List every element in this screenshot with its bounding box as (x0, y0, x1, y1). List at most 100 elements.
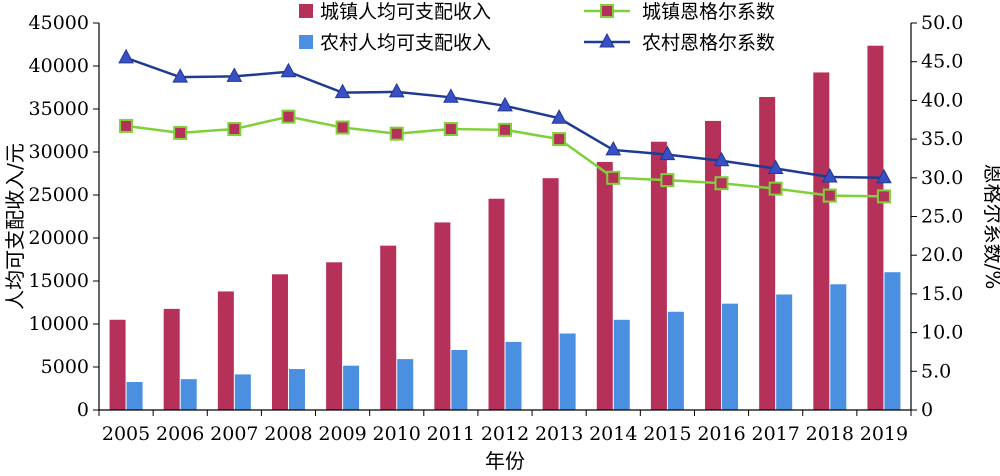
bar-rural-income-2008 (288, 369, 305, 410)
right-tick-label-50.0: 50.0 (921, 12, 963, 34)
rural-engel-point-2017 (767, 159, 784, 175)
urban-engel-point-2007 (227, 122, 242, 137)
bars-layer (109, 45, 901, 411)
x-tick-label-2015: 2015 (643, 423, 691, 445)
x-tick-label-2006: 2006 (156, 423, 204, 445)
bar-urban-income-2019 (867, 45, 884, 411)
bar-urban-income-2013 (542, 178, 559, 410)
urban-engel-point-2006 (173, 125, 188, 140)
x-tick-label-2008: 2008 (264, 423, 312, 445)
left-tick-label-40000: 40000 (29, 55, 89, 77)
rural-engel-point-2006 (172, 68, 189, 83)
bar-rural-income-2007 (234, 374, 251, 410)
bar-rural-income-2009 (343, 365, 360, 410)
axes-layer: 0 5000 10000 15000 20000 25000 30000 35000 40000… (29, 12, 964, 445)
bar-rural-income-2017 (776, 294, 793, 410)
urban-engel-point-2010 (389, 126, 404, 141)
legend-swatch-rural-income (299, 35, 313, 49)
rural-engel-point-2005 (118, 48, 134, 64)
left-tick-label-0: 0 (77, 399, 89, 421)
bar-rural-income-2005 (126, 382, 143, 410)
urban-engel-point-2016 (714, 176, 729, 191)
x-tick-label-2013: 2013 (535, 423, 583, 445)
x-tick-label-2005: 2005 (102, 423, 150, 445)
right-tick-label-10.0: 10.0 (921, 322, 963, 344)
bar-rural-income-2014 (613, 319, 630, 410)
right-tick-label-35.0: 35.0 (921, 128, 963, 150)
rural-engel-point-2015 (659, 145, 676, 161)
rural-engel-point-2019 (876, 168, 892, 184)
x-axis-title: 年份 (485, 449, 525, 473)
legend-swatch-urban-income (299, 4, 313, 18)
right-tick-label-20.0: 20.0 (921, 244, 963, 266)
urban-engel-point-2005 (119, 118, 134, 133)
lines-layer (118, 48, 892, 204)
bar-urban-income-2010 (380, 245, 397, 410)
right-tick-label-5.0: 5.0 (921, 360, 951, 382)
bar-urban-income-2016 (705, 120, 722, 410)
right-tick-label-30.0: 30.0 (921, 167, 963, 189)
bar-rural-income-2010 (397, 359, 414, 410)
urban-engel-point-2009 (335, 120, 350, 135)
right-tick-label-45.0: 45.0 (921, 51, 963, 73)
rural-engel-point-2011 (443, 88, 459, 103)
legend-marker-urban-engel (600, 4, 614, 18)
bar-urban-income-2007 (217, 291, 234, 410)
right-tick-label-25.0: 25.0 (921, 206, 963, 228)
x-tick-label-2017: 2017 (751, 423, 799, 445)
left-tick-label-10000: 10000 (29, 313, 89, 335)
x-tick-label-2019: 2019 (860, 423, 908, 445)
left-tick-label-5000: 5000 (41, 356, 89, 378)
rural-engel-point-2018 (821, 167, 838, 183)
bar-urban-income-2011 (434, 222, 451, 410)
urban-engel-point-2015 (660, 173, 675, 188)
right-y-axis-title: 恩格尔系数/% (981, 164, 1000, 290)
urban-engel-point-2011 (443, 122, 458, 137)
bar-rural-income-2006 (180, 379, 197, 410)
urban-engel-point-2008 (281, 109, 296, 124)
urban-engel-point-2013 (552, 132, 567, 147)
rural-engel-point-2009 (334, 83, 351, 99)
legend-marker-rural-engel (599, 32, 615, 48)
legend-label-rural-engel: 农村恩格尔系数 (642, 32, 775, 54)
bar-urban-income-2014 (596, 161, 613, 410)
bar-rural-income-2019 (884, 272, 901, 410)
bar-urban-income-2015 (650, 141, 667, 410)
urban-engel-point-2017 (768, 181, 783, 196)
x-tick-label-2009: 2009 (318, 423, 366, 445)
rural-engel-point-2010 (388, 82, 405, 98)
bar-rural-income-2011 (451, 349, 468, 410)
urban-engel-point-2012 (498, 122, 512, 137)
rural-engel-point-2013 (551, 109, 567, 124)
rural-engel-point-2007 (226, 67, 243, 82)
right-tick-label-15.0: 15.0 (921, 283, 963, 305)
left-tick-label-15000: 15000 (29, 270, 89, 292)
left-tick-label-45000: 45000 (29, 12, 89, 34)
x-tick-label-2012: 2012 (481, 423, 529, 445)
left-y-axis-title: 人均可支配收入/元 (3, 143, 27, 310)
x-tick-label-2010: 2010 (373, 423, 421, 445)
bar-urban-income-2006 (163, 308, 180, 410)
bar-rural-income-2016 (722, 303, 739, 410)
right-tick-label-40.0: 40.0 (921, 89, 963, 111)
bar-urban-income-2017 (759, 96, 776, 411)
rural-engel-point-2012 (497, 96, 513, 112)
left-tick-label-35000: 35000 (29, 98, 89, 120)
right-tick-label-0: 0 (921, 399, 933, 421)
x-tick-label-2011: 2011 (427, 423, 475, 445)
rural-engel-point-2014 (605, 140, 622, 156)
x-tick-label-2018: 2018 (806, 423, 854, 445)
x-tick-label-2016: 2016 (697, 423, 745, 445)
x-tick-label-2007: 2007 (210, 423, 258, 445)
legend-label-rural-income: 农村人均可支配收入 (320, 32, 491, 54)
bar-rural-income-2018 (830, 284, 847, 410)
left-tick-label-25000: 25000 (29, 184, 89, 206)
bar-rural-income-2012 (505, 341, 522, 410)
left-tick-label-20000: 20000 (29, 227, 89, 249)
bar-rural-income-2015 (667, 311, 684, 410)
urban-engel-point-2014 (606, 170, 621, 185)
bar-rural-income-2013 (559, 333, 576, 410)
bar-urban-income-2009 (326, 262, 343, 410)
